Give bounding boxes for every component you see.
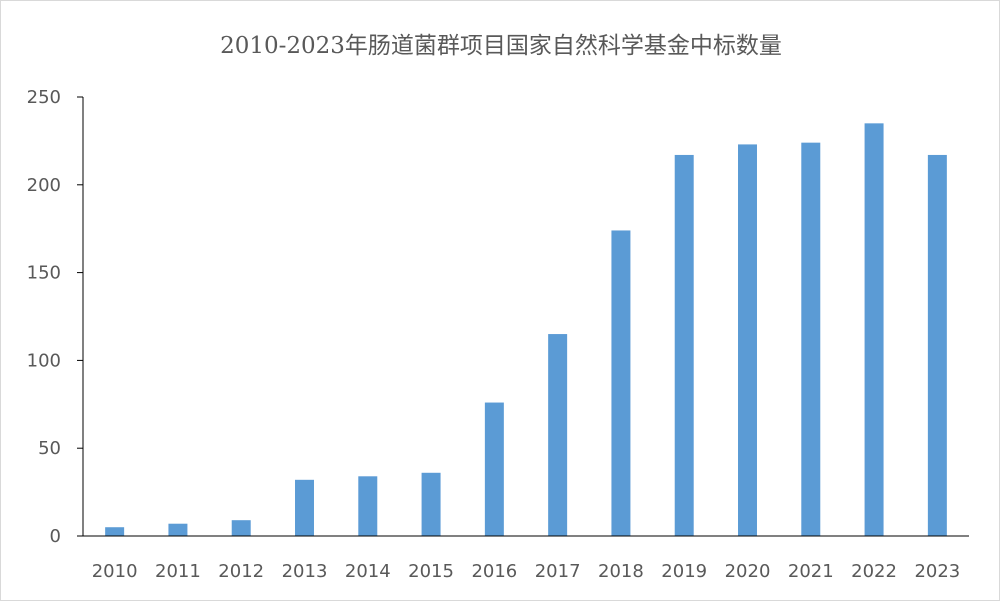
- x-tick-label: 2012: [218, 561, 264, 582]
- bars: [105, 123, 947, 537]
- x-tick-label: 2017: [535, 561, 581, 582]
- y-tick-label: 100: [27, 350, 61, 371]
- x-tick-label: 2015: [408, 561, 454, 582]
- x-tick-label: 2023: [914, 561, 960, 582]
- x-tick-label: 2010: [92, 561, 138, 582]
- bar-2021: [801, 142, 821, 536]
- bar-2020: [738, 144, 757, 537]
- y-tick-label: 250: [27, 87, 61, 108]
- y-tick-label: 0: [50, 526, 61, 547]
- x-tick-label: 2018: [598, 561, 644, 582]
- x-tick-label: 2020: [725, 561, 771, 582]
- bar-2019: [674, 154, 694, 536]
- bar-2023: [927, 154, 947, 536]
- bar-2015: [421, 472, 441, 536]
- x-tick-label: 2021: [788, 561, 834, 582]
- x-tick-label: 2013: [282, 561, 328, 582]
- bar-2018: [611, 230, 631, 536]
- x-tick-label: 2016: [471, 561, 517, 582]
- x-tick-label: 2014: [345, 561, 391, 582]
- bar-2011: [168, 523, 188, 536]
- bar-2017: [548, 334, 568, 536]
- x-tick-label: 2019: [661, 561, 707, 582]
- y-axis: 0 50 100 150 200 250: [27, 87, 84, 547]
- bar-2012: [231, 520, 251, 536]
- x-axis: 2010 2011 2012 2013 2014 2015 2016 2017 2018 2019…: [83, 535, 969, 582]
- x-tick-label: 2011: [155, 561, 201, 582]
- bar-2022: [864, 123, 884, 536]
- chart-title: 2010-2023年肠道菌群项目国家自然科学基金中标数量: [220, 33, 782, 59]
- y-tick-label: 200: [27, 175, 61, 196]
- bar-2010: [105, 527, 125, 536]
- bar-2016: [484, 402, 504, 536]
- bar-2014: [358, 476, 378, 536]
- bar-2013: [295, 479, 314, 536]
- y-tick-label: 150: [27, 263, 61, 284]
- y-tick-label: 50: [38, 438, 61, 459]
- x-tick-label: 2022: [851, 561, 897, 582]
